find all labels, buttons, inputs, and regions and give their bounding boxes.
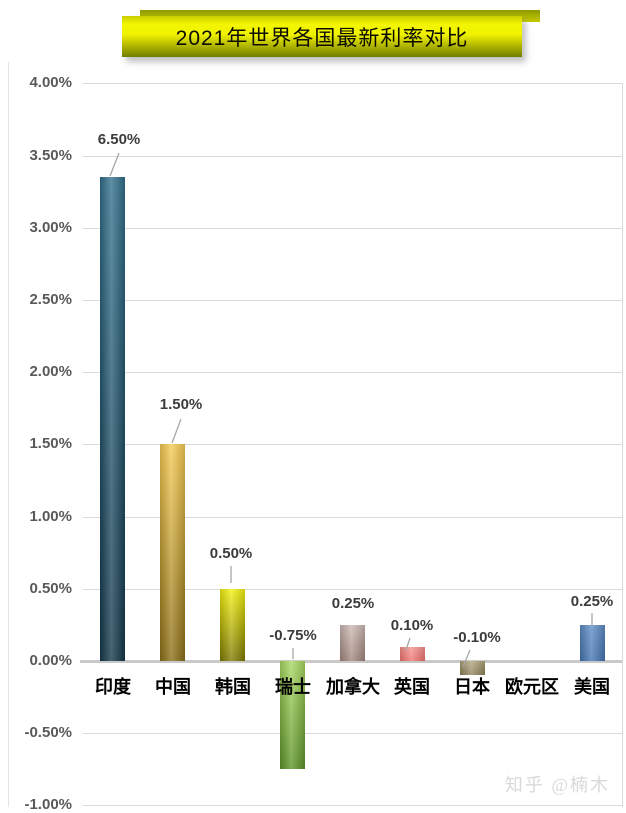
y-axis-tick-label: -1.00% — [24, 796, 72, 813]
leader-line-china — [171, 418, 182, 444]
gridline--1.00% — [83, 805, 622, 806]
category-label-china: 中国 — [155, 677, 191, 697]
value-label-switzerland: -0.75% — [267, 627, 319, 645]
chart-title: 2021年世界各国最新利率对比 — [175, 26, 469, 50]
category-label-canada: 加拿大 — [326, 677, 380, 697]
value-label-canada: 0.25% — [329, 595, 377, 613]
chart-title-banner: 2021年世界各国最新利率对比 — [122, 16, 522, 57]
y-axis-tick-label: 4.00% — [29, 74, 72, 91]
bar-switzerland — [280, 661, 305, 769]
gridline-0.50% — [83, 589, 622, 590]
y-axis-tick-label: 0.00% — [29, 652, 72, 669]
bar-canada — [340, 625, 365, 661]
bar-china — [160, 444, 185, 661]
bar-usa — [580, 625, 605, 661]
gridline--0.50% — [83, 733, 622, 734]
y-axis-tick-label: 3.50% — [29, 147, 72, 164]
category-label-japan: 日本 — [454, 677, 490, 697]
x-axis-line — [80, 660, 622, 663]
category-label-india: 印度 — [95, 677, 131, 697]
value-label-usa: 0.25% — [568, 593, 616, 611]
value-label-japan: -0.10% — [451, 629, 503, 647]
y-axis-tick-label: 1.00% — [29, 508, 72, 525]
gridline-3.00% — [83, 228, 622, 229]
gridline-1.50% — [83, 444, 622, 445]
bar-uk — [400, 647, 425, 661]
y-axis-tick-label: 1.50% — [29, 435, 72, 452]
y-axis-tick-label: 0.50% — [29, 580, 72, 597]
chart-frame-left-border — [8, 62, 9, 807]
gridline-2.00% — [83, 372, 622, 373]
gridline-1.00% — [83, 517, 622, 518]
category-label-uk: 英国 — [394, 677, 430, 697]
value-label-uk: 0.10% — [388, 617, 436, 635]
y-axis-tick-label: 2.50% — [29, 291, 72, 308]
value-label-china: 1.50% — [157, 396, 205, 414]
y-axis-tick-label: 2.00% — [29, 363, 72, 380]
bar-india — [100, 177, 125, 661]
y-axis-tick-label: -0.50% — [24, 724, 72, 741]
chart-frame-right-border — [622, 83, 623, 807]
gridline-4.00% — [83, 83, 622, 84]
category-label-usa: 美国 — [574, 677, 610, 697]
bar-south-korea — [220, 589, 245, 661]
gridline-2.50% — [83, 300, 622, 301]
value-label-south-korea: 0.50% — [207, 545, 255, 563]
gridline-3.50% — [83, 156, 622, 157]
watermark: 知乎 @楠木 — [504, 775, 610, 795]
category-label-switzerland: 瑞士 — [275, 677, 311, 697]
category-label-south-korea: 韩国 — [215, 677, 251, 697]
category-label-eurozone: 欧元区 — [505, 677, 559, 697]
y-axis-tick-label: 3.00% — [29, 219, 72, 236]
value-label-india: 6.50% — [95, 131, 143, 149]
